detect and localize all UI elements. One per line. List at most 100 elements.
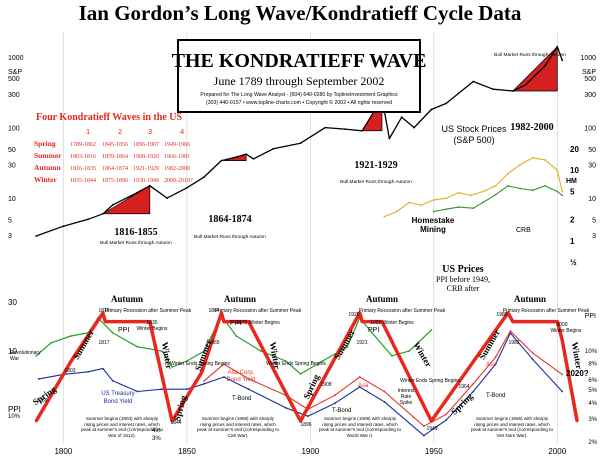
series-point <box>50 342 52 344</box>
series-point <box>87 218 89 221</box>
series-point <box>344 128 346 130</box>
series-point <box>284 406 287 409</box>
series-point <box>111 204 114 206</box>
series-point <box>561 194 564 197</box>
waves-row-value: 1930-1949 <box>133 178 159 184</box>
season-label: Autumn <box>224 294 256 304</box>
event-label: 1929 Winter Begins <box>370 320 414 326</box>
season-label: Autumn <box>111 294 143 304</box>
rate-tick-label: 5% <box>588 388 597 394</box>
event-label: 1789 <box>36 398 47 404</box>
right-y-tick-label: 1000 <box>580 55 596 62</box>
rate-tick-label: 8% <box>588 362 597 368</box>
right-y-tick-label: 5 <box>592 217 596 224</box>
wave-point <box>511 320 515 323</box>
series-line <box>433 185 563 213</box>
hm-tick-label: 5 <box>570 187 575 196</box>
bull-3-note: Bull Market Runs through Autumn <box>340 179 412 185</box>
series-point <box>247 378 250 380</box>
series-point <box>482 201 485 204</box>
series-point <box>507 185 509 187</box>
waves-table: Four Kondratieff Waves in the US 1 2 3 4… <box>34 112 193 184</box>
series-point <box>161 350 164 352</box>
bull-market-triangles <box>101 45 558 215</box>
hm-tick-label: 10 <box>570 166 579 175</box>
series-point <box>408 201 410 204</box>
series-point <box>186 360 188 362</box>
event-label: Primary Recession after Summer Peak <box>105 308 192 314</box>
bull-4-note: Bull Market Runs through Autumn <box>494 52 566 58</box>
left-y-tick-label: 300 <box>8 92 20 99</box>
wave-point <box>69 360 73 363</box>
note-1859: Summer begins (1859) with sharply rising… <box>197 416 279 438</box>
series-point <box>544 159 546 161</box>
wave-point <box>506 311 510 315</box>
right-ppi-label: PPI <box>585 313 596 320</box>
header-subtitle: June 1789 through September 2002 <box>214 74 385 88</box>
crb-label: CRB <box>516 227 531 234</box>
ppi-tick-label: 10 <box>8 347 17 356</box>
ppi-label-1: PPI <box>118 327 129 334</box>
left-y-tick-label: 500 <box>8 76 20 83</box>
waves-col-1: 1 <box>86 127 90 136</box>
event-label: 1908 <box>320 382 331 388</box>
bull-market-triangle <box>101 185 151 215</box>
series-point <box>561 373 564 376</box>
series-point <box>383 390 386 393</box>
mining-label: Mining <box>420 225 446 234</box>
series-point <box>531 189 534 192</box>
series-point <box>556 190 559 193</box>
us-prices-label: US Prices <box>442 264 483 275</box>
page-title: Ian Gordon’s Long Wave/Kondratieff Cycle… <box>78 1 522 25</box>
event-label: Winter Ends Spring Begins <box>400 378 460 384</box>
wave-point <box>430 419 433 423</box>
kondratieff-wave-layer <box>34 311 579 423</box>
bull-2-label: 1864-1874 <box>208 214 251 225</box>
series-point <box>472 80 475 83</box>
series-line <box>35 46 563 237</box>
left-y-tick-label: 10 <box>8 196 16 203</box>
waves-row-value: 2000-2010? <box>164 178 193 184</box>
series-point <box>561 59 564 62</box>
series-point <box>334 394 336 397</box>
asa-label-2: Asa <box>486 362 497 368</box>
event-label: Primary Recession after Summer Peak <box>215 308 302 314</box>
series-point <box>203 379 206 382</box>
left-y-tick-label: 3 <box>8 233 12 240</box>
event-label: 1920 <box>348 312 359 318</box>
event-label: 1803 <box>64 368 75 374</box>
wave-point <box>380 320 384 323</box>
event-label: Winter Ends Spring Begins <box>170 361 230 367</box>
series-point <box>395 210 398 213</box>
series-point <box>37 378 40 380</box>
waves-row-value: 1982-2000 <box>164 166 190 172</box>
series-point <box>136 191 139 194</box>
hm-tick-label: 2 <box>570 216 575 225</box>
header-title: THE KONDRATIEFF WAVE <box>172 50 427 72</box>
waves-col-4: 4 <box>180 127 184 136</box>
series-point <box>102 212 104 215</box>
event-label: 1949 <box>426 426 437 432</box>
series-point <box>390 354 393 357</box>
event-label: 1982 <box>508 340 519 346</box>
ppi-before-label: PPI before 1949, <box>436 275 490 284</box>
rate-tick-label: 10% <box>585 349 598 355</box>
waves-col-3: 3 <box>148 127 152 136</box>
series-point <box>171 366 174 368</box>
wave-point <box>104 320 107 323</box>
series-point <box>512 90 514 92</box>
rate-tick-label: 2% <box>588 440 597 446</box>
season-label: Autumn <box>366 294 398 304</box>
series-point <box>457 206 460 209</box>
spike-label: Spike <box>400 400 413 406</box>
series-point <box>361 129 364 132</box>
series-point <box>260 350 262 352</box>
series-point <box>223 376 225 378</box>
series-point <box>470 194 472 197</box>
season-label: Winter <box>268 341 283 370</box>
event-label: 1921 <box>356 340 367 346</box>
wave-point <box>560 338 564 342</box>
wave-point <box>575 419 579 423</box>
series-point <box>62 225 65 228</box>
series-point <box>482 190 485 193</box>
